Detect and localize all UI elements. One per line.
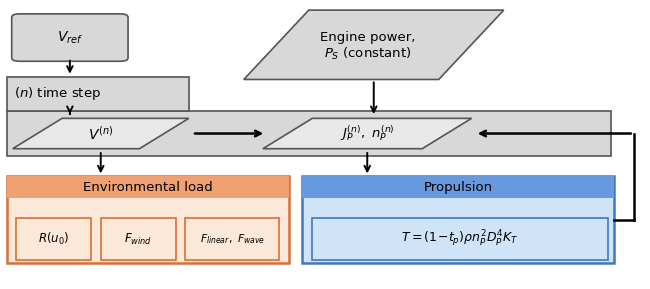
Text: $F_{wind}$: $F_{wind}$ bbox=[124, 231, 152, 247]
Bar bbox=[6, 176, 289, 263]
Text: $(n)$ time step: $(n)$ time step bbox=[14, 86, 101, 102]
Text: Environmental load: Environmental load bbox=[83, 181, 213, 194]
Text: $V^{(n)}$: $V^{(n)}$ bbox=[88, 125, 113, 142]
Text: Propulsion: Propulsion bbox=[424, 181, 493, 194]
Bar bbox=[312, 218, 608, 260]
Polygon shape bbox=[12, 118, 188, 149]
Text: $T=(1\!-\!t_p)\rho n_P^2 D_P^4 K_T$: $T=(1\!-\!t_p)\rho n_P^2 D_P^4 K_T$ bbox=[401, 229, 519, 249]
Text: Engine power,: Engine power, bbox=[320, 31, 415, 44]
Bar bbox=[6, 77, 188, 111]
Text: $R(u_0)$: $R(u_0)$ bbox=[38, 231, 70, 247]
Bar bbox=[101, 218, 176, 260]
Text: $V_{ref}$: $V_{ref}$ bbox=[57, 29, 83, 46]
Bar bbox=[302, 176, 614, 198]
Text: $P_S$ (constant): $P_S$ (constant) bbox=[324, 45, 411, 62]
Polygon shape bbox=[263, 118, 472, 149]
Text: $J_P^{(n)},\ n_P^{(n)}$: $J_P^{(n)},\ n_P^{(n)}$ bbox=[340, 124, 395, 143]
Bar bbox=[16, 218, 91, 260]
Bar bbox=[6, 176, 289, 198]
FancyBboxPatch shape bbox=[12, 14, 128, 61]
Text: $F_{linear},\ F_{wave}$: $F_{linear},\ F_{wave}$ bbox=[200, 232, 265, 246]
Bar bbox=[302, 176, 614, 263]
Polygon shape bbox=[244, 10, 504, 79]
Bar bbox=[185, 218, 280, 260]
Bar bbox=[6, 111, 611, 156]
